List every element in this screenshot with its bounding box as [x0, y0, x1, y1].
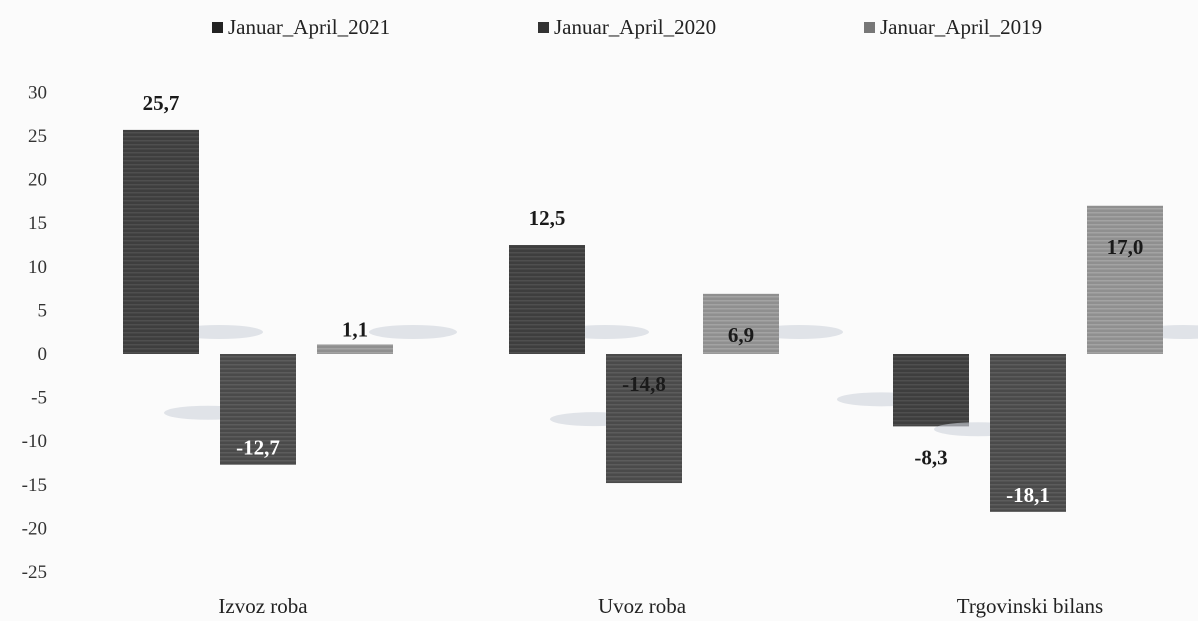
y-tick-label: 0 — [38, 344, 48, 365]
bars: 25,7 12,5 -8,3 -12,7 -14,8 -18,1 1,1 6,9 17,0 — [123, 91, 1198, 512]
bar — [703, 293, 779, 354]
category-label: Izvoz roba — [218, 594, 308, 618]
legend-swatch — [864, 22, 875, 33]
legend-label: Januar_April_2019 — [880, 15, 1042, 39]
bar — [123, 129, 199, 354]
y-tick-label: -10 — [22, 431, 47, 452]
bar — [317, 344, 393, 354]
y-tick-label: 20 — [28, 170, 47, 191]
x-axis: Izvoz roba Uvoz roba Trgovinski bilans — [218, 594, 1103, 618]
data-label: 1,1 — [342, 317, 368, 341]
category-label: Trgovinski bilans — [957, 594, 1103, 618]
category-label: Uvoz roba — [598, 594, 687, 618]
y-tick-label: -20 — [22, 518, 47, 539]
data-label: 12,5 — [529, 206, 566, 230]
bar — [220, 354, 296, 465]
y-tick-label: -5 — [31, 388, 47, 409]
data-label: -8,3 — [914, 445, 947, 469]
bar-shadow — [369, 325, 457, 339]
data-label: -14,8 — [622, 372, 666, 396]
y-tick-label: 25 — [28, 126, 47, 147]
bar — [893, 354, 969, 427]
y-axis: 30 25 20 15 10 5 0 -5 -10 -15 -20 -25 — [22, 82, 47, 583]
data-label: 25,7 — [143, 91, 180, 115]
bar — [1087, 205, 1163, 354]
y-tick-label: -25 — [22, 562, 47, 583]
y-tick-label: 15 — [28, 213, 47, 234]
y-tick-label: 30 — [28, 82, 47, 103]
legend-label: Januar_April_2020 — [554, 15, 716, 39]
bar — [509, 245, 585, 354]
data-label: -12,7 — [236, 436, 280, 460]
y-tick-label: 10 — [28, 257, 47, 278]
data-label: -18,1 — [1006, 483, 1050, 507]
y-tick-label: 5 — [38, 300, 48, 321]
legend: Januar_April_2021 Januar_April_2020 Januar… — [212, 15, 1042, 39]
y-tick-label: -15 — [22, 475, 47, 496]
legend-swatch — [212, 22, 223, 33]
data-label: 17,0 — [1107, 235, 1144, 259]
legend-swatch — [538, 22, 549, 33]
bar — [606, 354, 682, 484]
legend-label: Januar_April_2021 — [228, 15, 390, 39]
data-label: 6,9 — [728, 323, 754, 347]
bar — [990, 354, 1066, 512]
